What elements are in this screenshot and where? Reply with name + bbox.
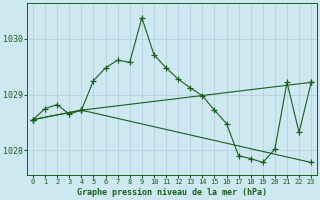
X-axis label: Graphe pression niveau de la mer (hPa): Graphe pression niveau de la mer (hPa) [77, 188, 267, 197]
